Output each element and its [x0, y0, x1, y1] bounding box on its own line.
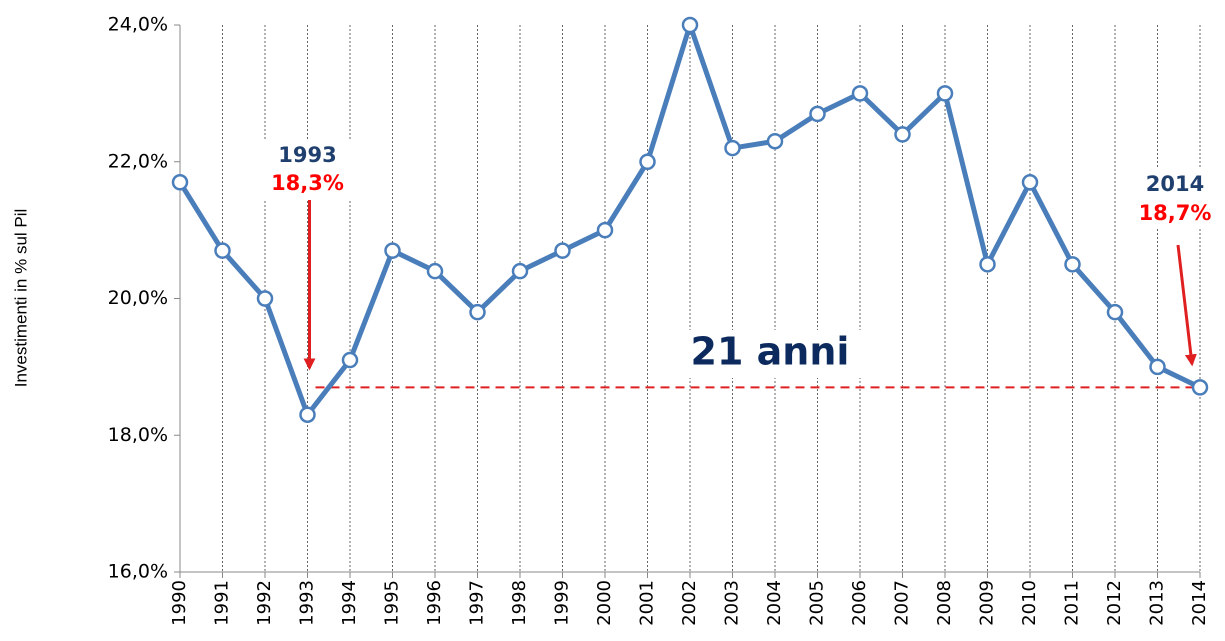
x-tick-label: 2009: [977, 580, 998, 626]
x-tick-label: 2007: [892, 580, 913, 626]
x-tick-label: 2002: [679, 580, 700, 626]
x-tick-label: 1997: [467, 580, 488, 626]
point: [851, 85, 869, 102]
annotation-value: 18,3%: [271, 171, 344, 195]
point: [1191, 379, 1209, 396]
point: [979, 256, 996, 273]
point: [639, 153, 656, 170]
label-bg: [670, 330, 870, 378]
point: [426, 262, 444, 280]
annotation-year: 2014: [1146, 172, 1204, 196]
point: [384, 242, 401, 259]
y-tick-label: 16,0%: [108, 561, 168, 583]
x-tick-label: 2014: [1189, 580, 1210, 626]
annotation-year: 1993: [278, 143, 336, 167]
point: [681, 16, 699, 34]
x-tick-label: 2012: [1104, 580, 1125, 626]
point: [596, 221, 614, 239]
x-tick-label: 1991: [212, 580, 233, 626]
annotation-value: 18,7%: [1139, 201, 1212, 225]
point: [809, 105, 826, 123]
x-tick-label: 1994: [339, 580, 360, 626]
x-tick-label: 1998: [509, 580, 530, 626]
x-tick-label: 2010: [1019, 580, 1040, 626]
annotation-span: 21 anni: [691, 330, 850, 374]
point: [936, 85, 954, 102]
arrow: [1176, 244, 1197, 367]
x-tick-label: 2001: [637, 580, 658, 626]
point: [341, 351, 359, 369]
x-tick-label: 2000: [594, 580, 615, 626]
label-bg: [257, 140, 358, 200]
x-tick-label: 2004: [764, 580, 785, 626]
point: [171, 174, 189, 191]
x-tick-label: 1996: [424, 580, 445, 626]
point: [724, 139, 741, 157]
y-tick-label: 18,0%: [108, 424, 168, 446]
point: [1064, 256, 1081, 273]
x-tick-label: 2013: [1147, 580, 1168, 626]
point: [766, 132, 784, 150]
x-tick-label: 1993: [297, 580, 318, 626]
point: [256, 290, 274, 307]
point: [1106, 303, 1124, 321]
point: [554, 242, 571, 259]
point: [1149, 358, 1166, 376]
y-tick-label: 20,0%: [108, 287, 168, 309]
x-tick-label: 2006: [849, 580, 870, 626]
y-tick-label: 24,0%: [108, 14, 168, 36]
point: [469, 303, 486, 321]
y-tick-label: 22,0%: [108, 150, 168, 172]
x-tick-label: 2005: [807, 580, 828, 626]
x-tick-label: 1992: [254, 580, 275, 626]
label-bg: [1125, 168, 1225, 228]
x-tick-label: 2008: [934, 580, 955, 626]
point: [894, 126, 911, 143]
x-tick-label: 2003: [722, 580, 743, 626]
point: [1021, 174, 1039, 191]
point: [299, 406, 316, 423]
point: [511, 262, 529, 280]
y-axis-label: Investimenti in % sul Pil: [11, 209, 30, 388]
x-tick-label: 1995: [382, 580, 403, 626]
point: [214, 242, 231, 259]
x-tick-label: 2011: [1062, 580, 1083, 626]
x-tick-label: 1990: [169, 580, 190, 626]
x-tick-label: 1999: [552, 580, 573, 626]
